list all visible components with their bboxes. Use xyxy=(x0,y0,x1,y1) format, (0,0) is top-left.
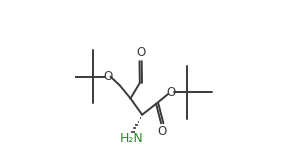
Text: O: O xyxy=(166,86,175,99)
Text: H₂N: H₂N xyxy=(120,132,144,145)
Text: O: O xyxy=(103,70,112,83)
Text: O: O xyxy=(157,125,167,138)
Text: O: O xyxy=(136,46,145,59)
